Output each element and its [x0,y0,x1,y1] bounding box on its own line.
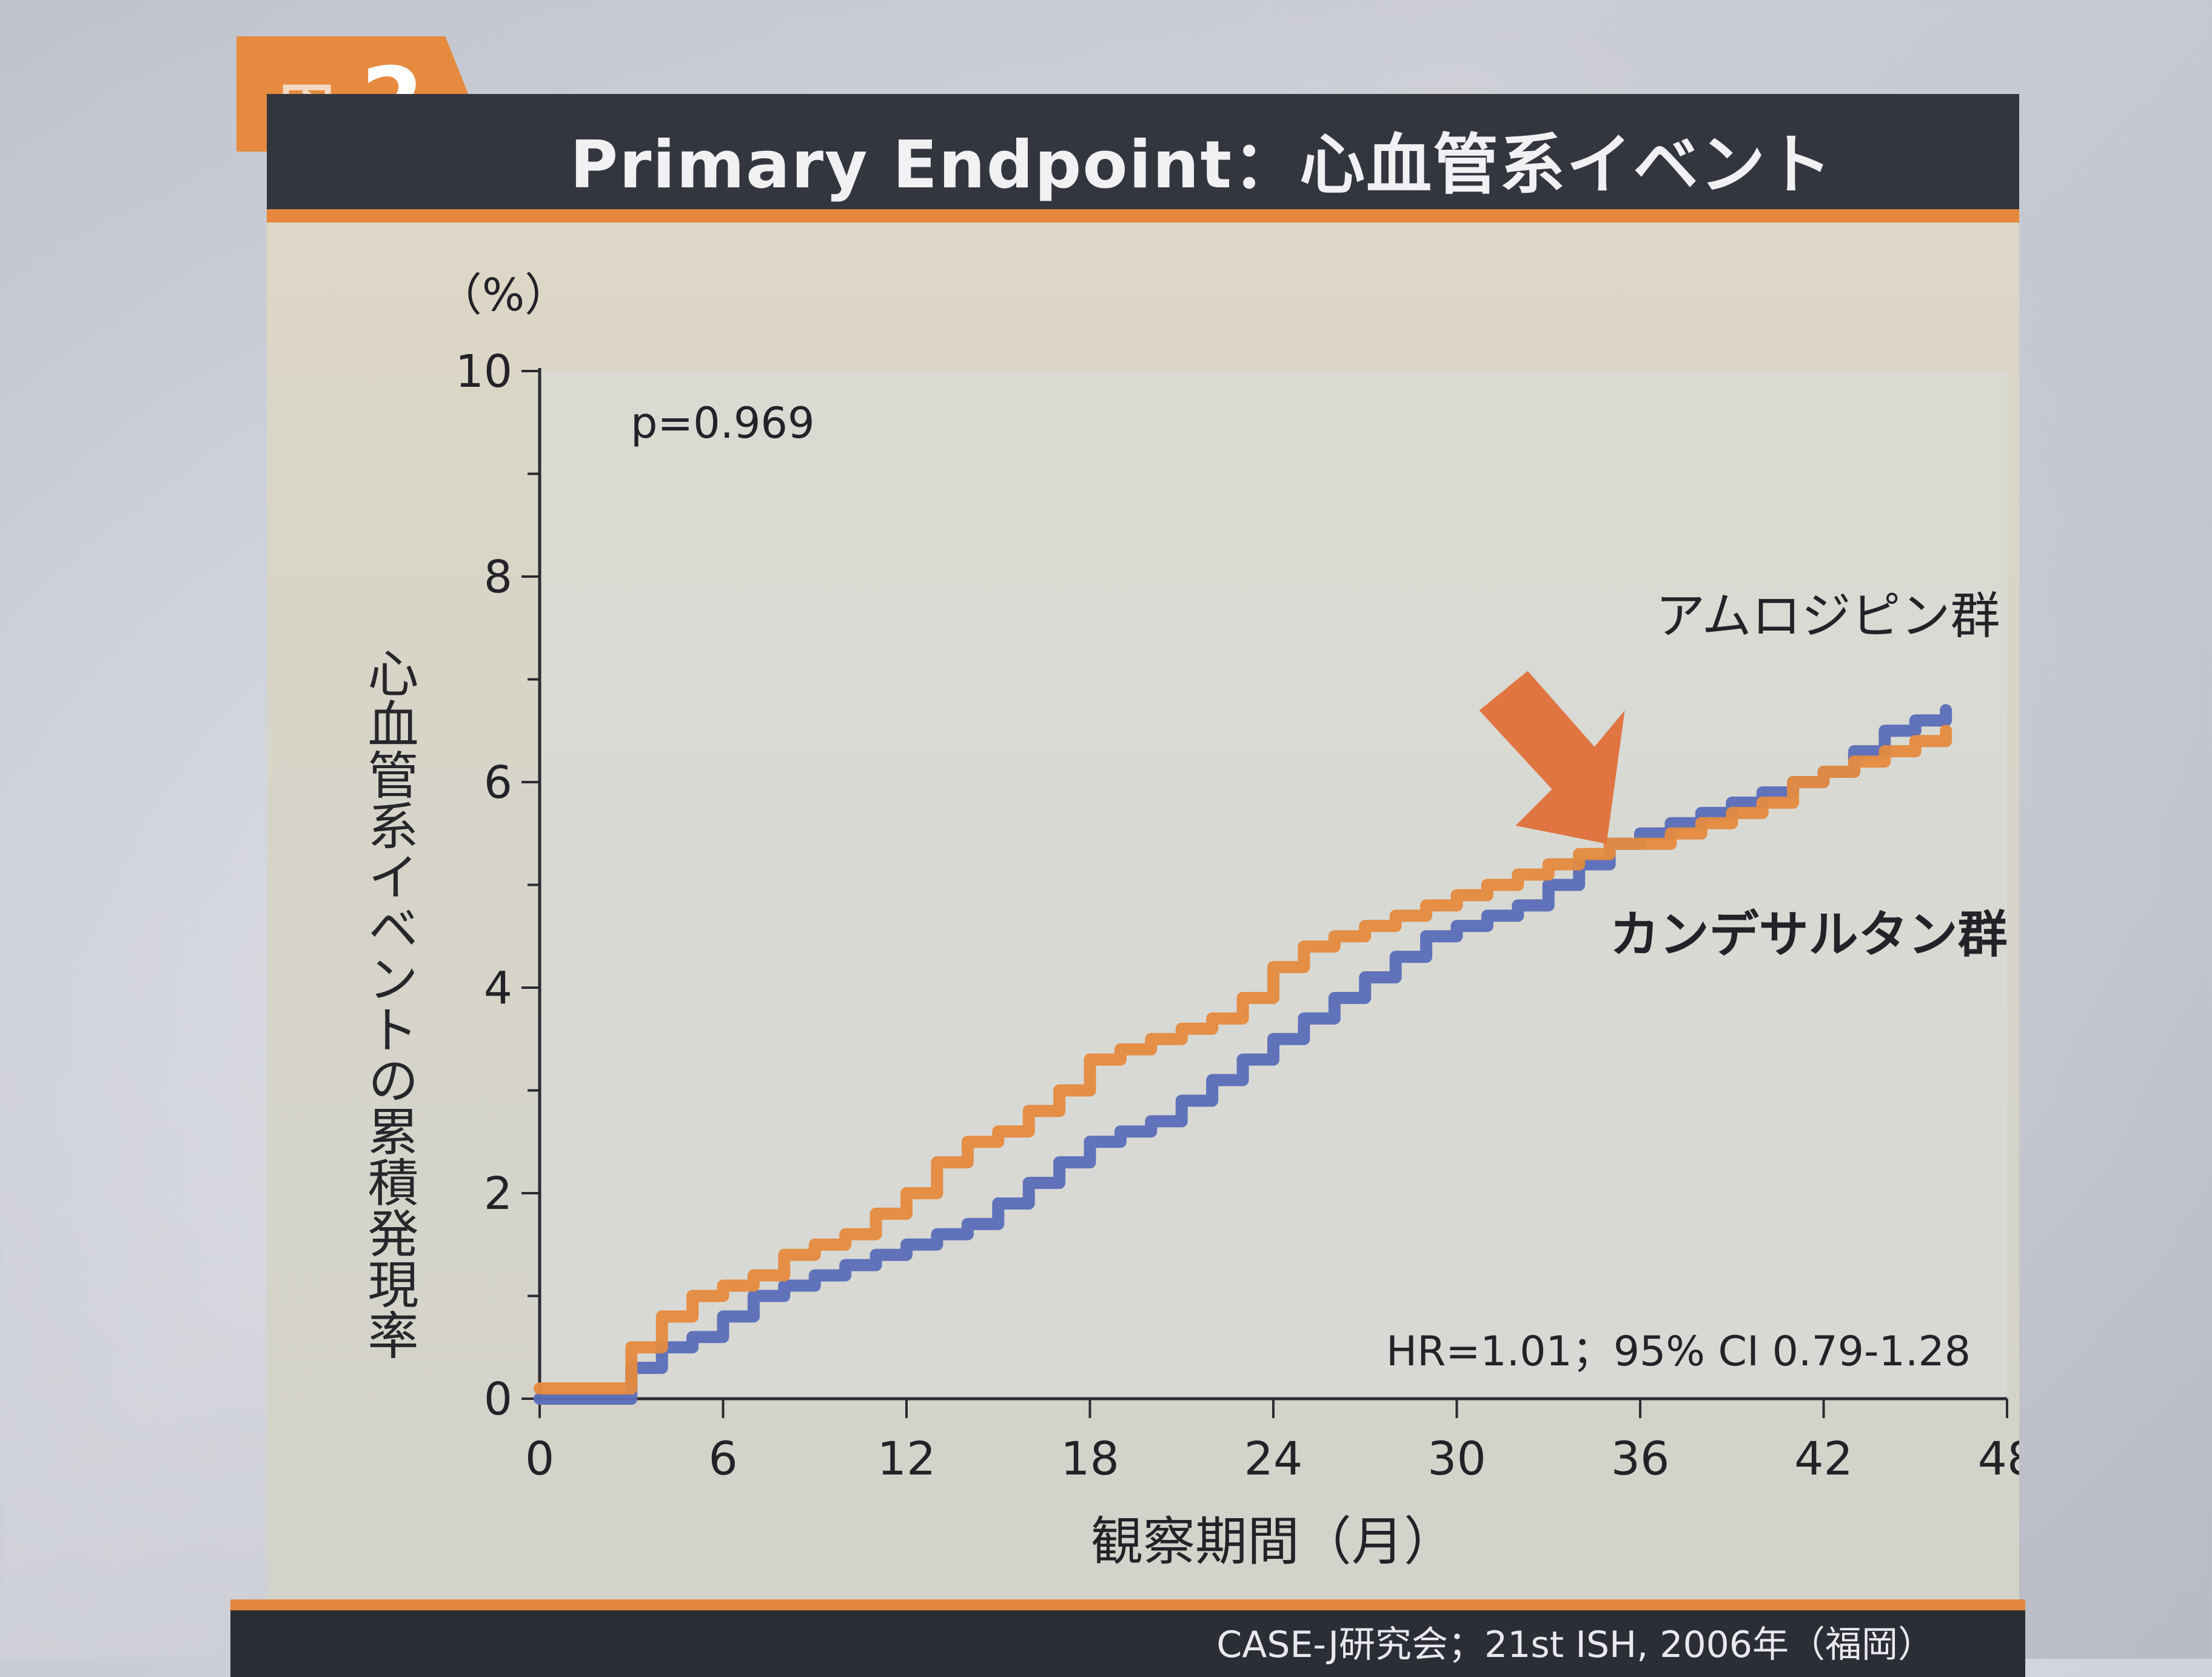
candesartan-series-line [534,725,1952,1395]
y-tick-label: 4 [484,962,512,1014]
plot-area [540,371,2007,1399]
y-axis-label: 心血管系イベントの累積発現率 [360,647,419,1360]
chart-panel: 心血管系イベントの累積発現率 0 2 4 6 8 10 （%） 0 6 12 18 24 30 36 42 4… [267,223,2019,1611]
x-tick-label: 12 [877,1431,936,1485]
y-tick-label: 8 [484,551,512,603]
y-tick-label: 2 [484,1168,512,1220]
y-tick-label: 0 [484,1373,512,1425]
x-tick-label: 48 [1978,1431,2019,1485]
x-tick-label: 36 [1611,1431,1670,1485]
x-tick-label: 0 [525,1431,554,1485]
x-tick-label: 24 [1244,1431,1303,1485]
amlodipine-series-label: アムロジピン群 [1655,587,2000,645]
y-tick-label: 6 [484,757,512,809]
chart-title: Primary Endpoint：心血管系イベント [570,127,1834,203]
line-chart: 0246810（%）0612182430364248観察期間（月）p=0.969… [437,269,2019,1572]
p-value-annotation: p=0.969 [631,398,814,448]
x-tick-label: 18 [1061,1431,1119,1485]
crossing-arrow-icon [1479,671,1625,844]
hazard-ratio-annotation: HR=1.01；95% CI 0.79-1.28 [1386,1328,1971,1376]
figure-panel: 図 2 Primary Endpoint：心血管系イベント 心血管系イベントの累… [230,36,2025,1677]
x-axis-label: 観察期間（月） [1091,1511,1456,1572]
x-tick-label: 6 [708,1431,737,1485]
candesartan-series-label: カンデサルタン群 [1610,906,2008,964]
x-tick-label: 30 [1427,1431,1486,1485]
title-bar: Primary Endpoint：心血管系イベント [267,94,2019,223]
y-unit-label: （%） [437,269,569,321]
footer-bar: CASE-J研究会；21st ISH, 2006年（福岡） [230,1599,2025,1677]
y-tick-label: 10 [455,346,512,398]
source-citation: CASE-J研究会；21st ISH, 2006年（福岡） [1216,1624,1934,1666]
x-tick-label: 42 [1794,1431,1853,1485]
